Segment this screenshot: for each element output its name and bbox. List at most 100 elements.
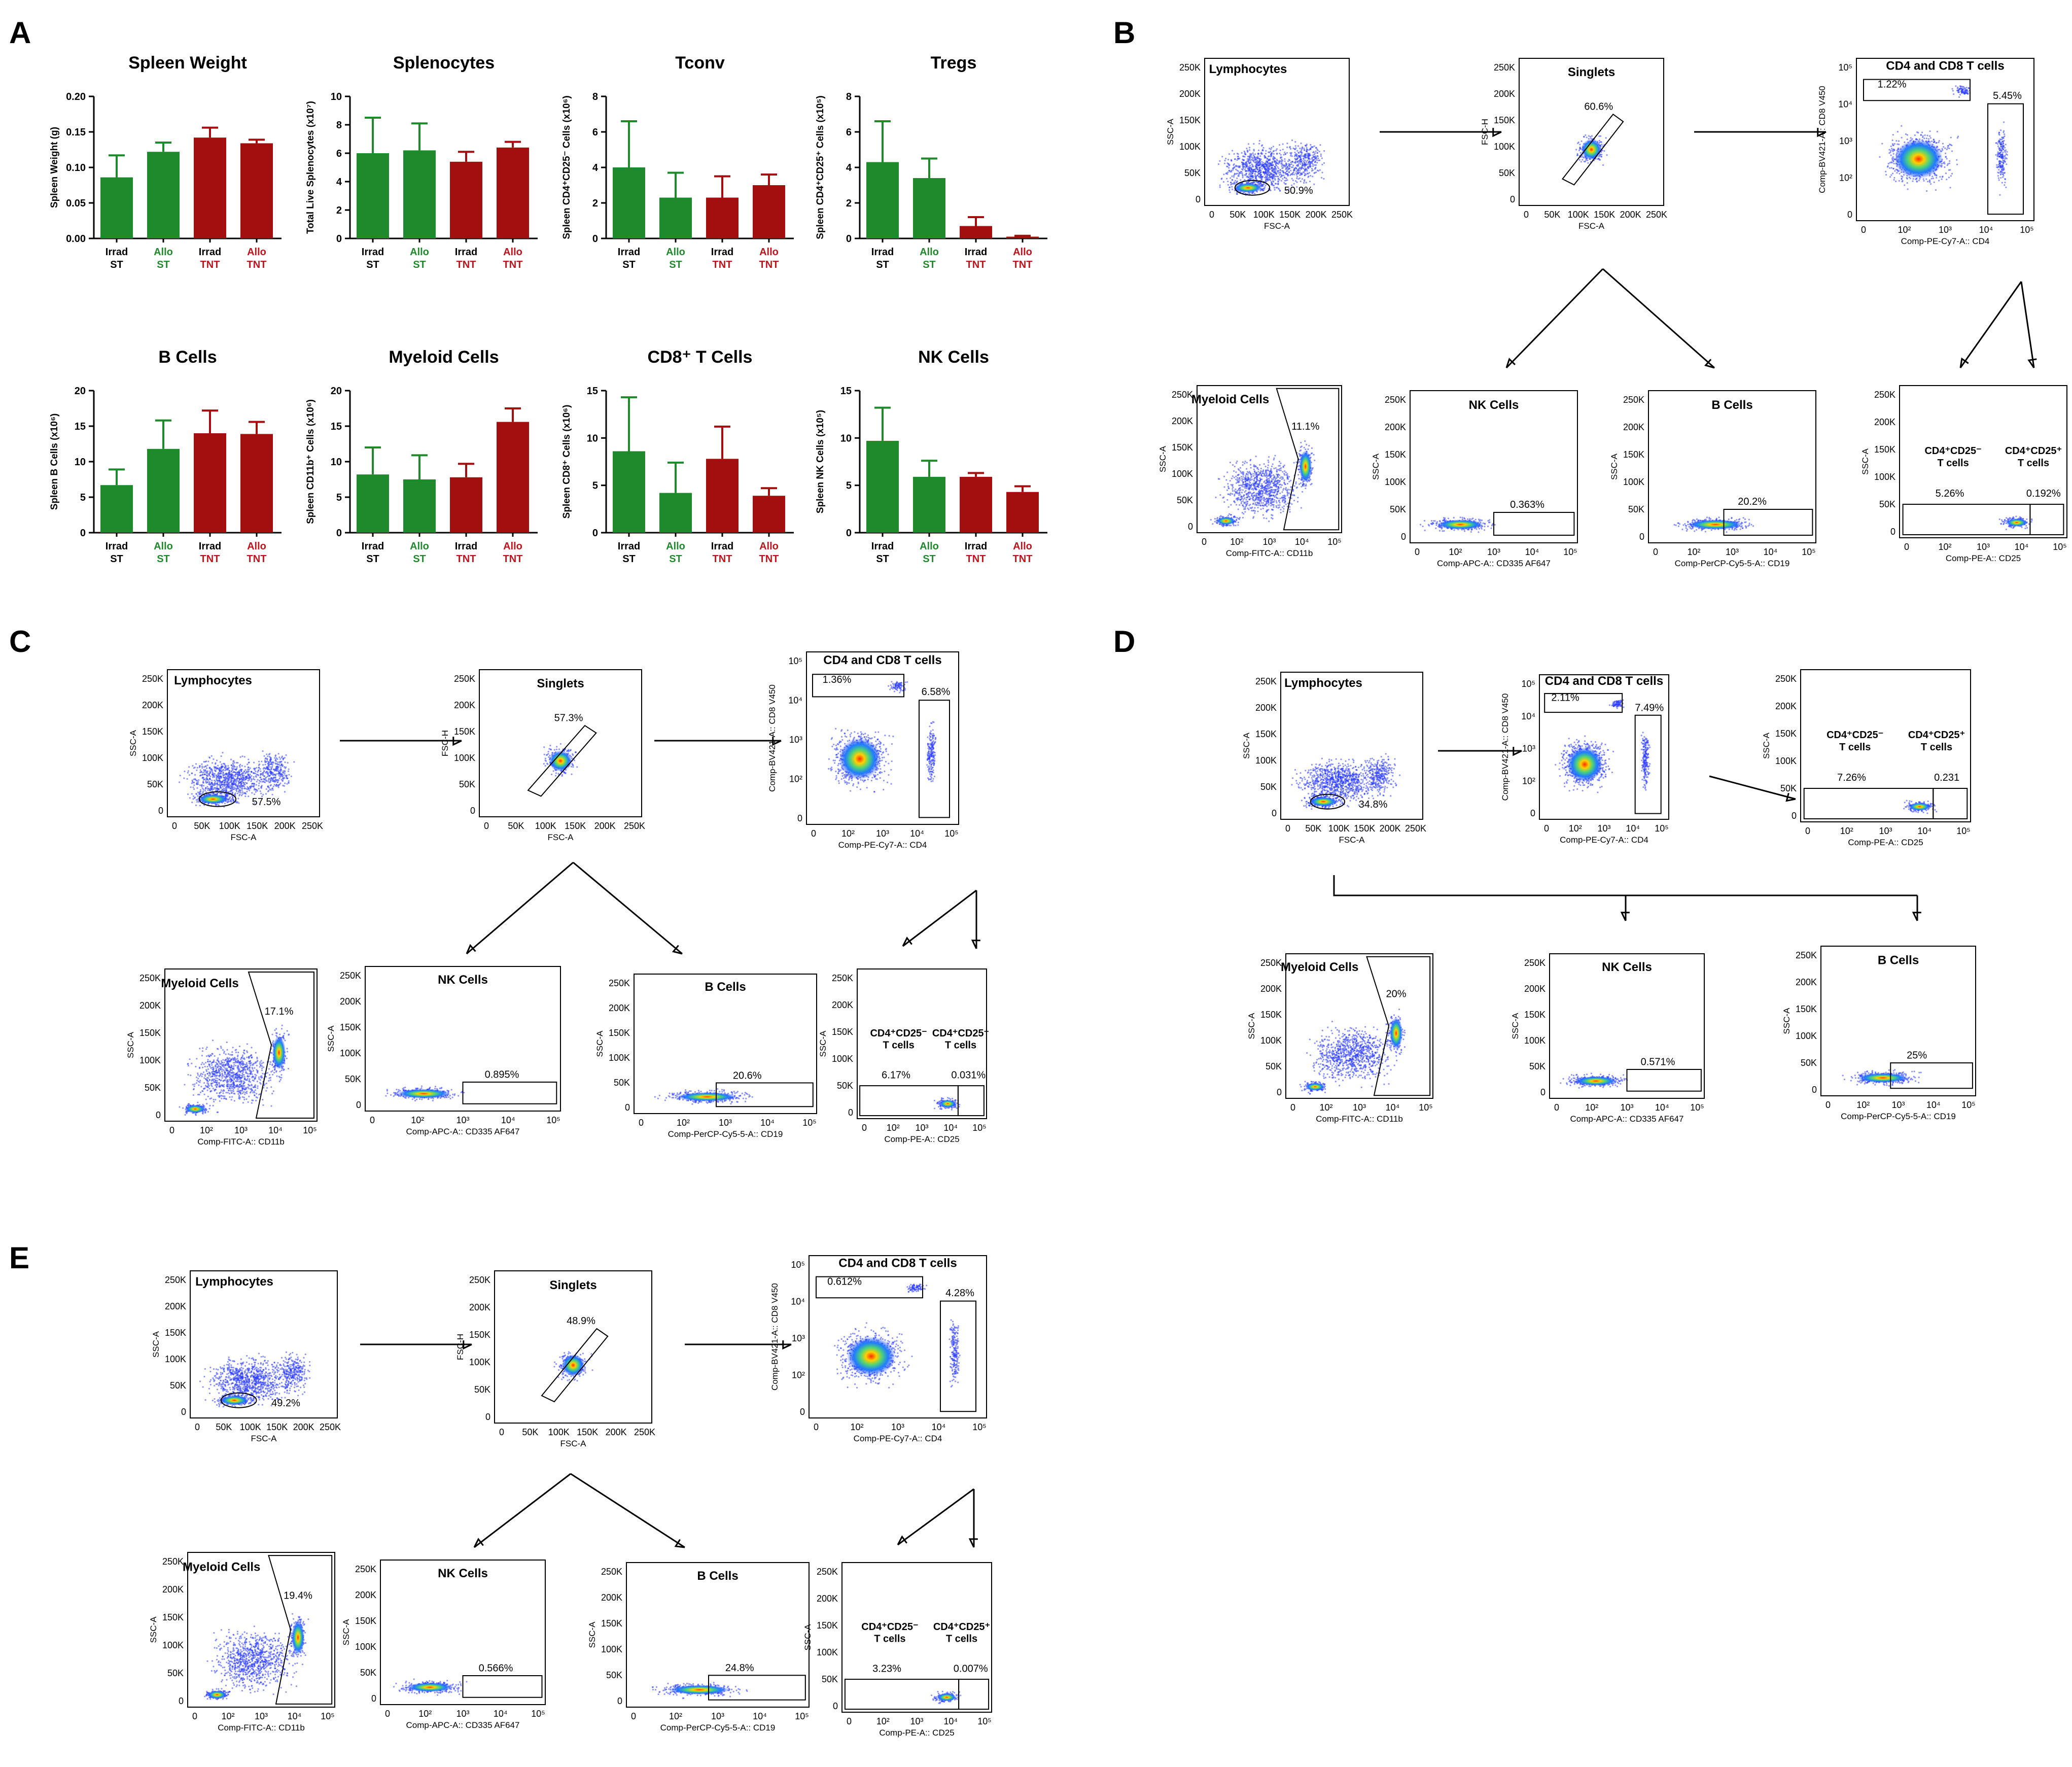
event-dot bbox=[1239, 479, 1241, 481]
event-dot bbox=[1436, 521, 1438, 523]
event-dot bbox=[1287, 477, 1289, 479]
event-dot bbox=[1304, 169, 1306, 171]
event-dot bbox=[1298, 477, 1300, 480]
event-dot bbox=[2004, 182, 2006, 184]
event-dot bbox=[1728, 518, 1730, 521]
event-dot bbox=[1248, 172, 1250, 174]
event-dot bbox=[1279, 160, 1281, 163]
event-dot bbox=[1292, 166, 1294, 168]
event-dot bbox=[1300, 168, 1303, 170]
event-dot bbox=[1252, 517, 1254, 519]
event-dot bbox=[1276, 493, 1278, 496]
event-dot bbox=[1273, 476, 1275, 478]
x-tick-label: TNT bbox=[200, 553, 220, 565]
event-dot bbox=[1233, 164, 1235, 166]
event-dot bbox=[1233, 181, 1235, 183]
event-dot bbox=[1262, 189, 1264, 191]
event-dot bbox=[1315, 150, 1317, 152]
event-dot bbox=[1306, 143, 1308, 146]
event-dot bbox=[1917, 131, 1919, 134]
density-core bbox=[1688, 519, 1743, 530]
event-dot bbox=[1249, 496, 1251, 498]
event-dot bbox=[1243, 163, 1245, 165]
x-tick-label: Irrad bbox=[965, 247, 987, 258]
event-dot bbox=[1912, 180, 1914, 182]
event-dot bbox=[1301, 178, 1304, 180]
event-dot bbox=[1265, 184, 1267, 186]
density-core bbox=[1437, 519, 1484, 530]
event-dot bbox=[1245, 163, 1247, 165]
event-dot bbox=[1282, 510, 1284, 512]
event-dot bbox=[1295, 161, 1297, 163]
event-dot bbox=[1257, 161, 1259, 163]
event-dot bbox=[1237, 155, 1239, 157]
bar bbox=[866, 440, 899, 533]
event-dot bbox=[1262, 514, 1264, 516]
bar bbox=[403, 150, 436, 238]
x-tick-label: ST bbox=[622, 259, 636, 270]
event-dot bbox=[1273, 150, 1275, 152]
event-dot bbox=[1998, 155, 2000, 157]
event-dot bbox=[1243, 494, 1245, 496]
y-tick-label: 0 bbox=[846, 528, 852, 539]
x-tick-label: TNT bbox=[713, 553, 732, 565]
event-dot bbox=[1306, 147, 1308, 149]
event-dot bbox=[1242, 169, 1244, 171]
event-dot bbox=[1304, 440, 1306, 442]
event-dot bbox=[1603, 150, 1605, 152]
x-tick-label: Allo bbox=[410, 247, 429, 258]
event-dot bbox=[1276, 469, 1278, 471]
event-dot bbox=[1256, 499, 1259, 501]
event-dot bbox=[1246, 468, 1248, 470]
event-dot bbox=[1249, 503, 1251, 506]
event-dot bbox=[1933, 181, 1935, 183]
event-dot bbox=[1263, 517, 1265, 519]
event-dot bbox=[1260, 175, 1262, 177]
event-dot bbox=[1260, 490, 1262, 492]
event-dot bbox=[1300, 163, 1302, 165]
event-dot bbox=[1887, 165, 1889, 167]
event-dot bbox=[1258, 504, 1260, 506]
event-dot bbox=[1261, 485, 1263, 487]
x-tick-label: 0 bbox=[1861, 225, 1866, 235]
event-dot bbox=[1263, 165, 1265, 167]
event-dot bbox=[1273, 506, 1275, 508]
event-dot bbox=[1260, 493, 1262, 495]
event-dot bbox=[1247, 179, 1249, 181]
event-dot bbox=[1245, 174, 1247, 176]
event-dot bbox=[1275, 150, 1277, 152]
event-dot bbox=[1317, 155, 1319, 157]
event-dot bbox=[1268, 456, 1270, 458]
event-dot bbox=[1259, 169, 1261, 171]
event-dot bbox=[1291, 155, 1293, 157]
event-dot bbox=[1965, 87, 1968, 89]
event-dot bbox=[1257, 506, 1259, 509]
event-dot bbox=[1241, 152, 1243, 154]
event-dot bbox=[1278, 500, 1280, 502]
event-dot bbox=[1893, 179, 1895, 181]
event-dot bbox=[1305, 182, 1307, 184]
event-dot bbox=[1453, 516, 1455, 519]
event-dot bbox=[1945, 172, 1947, 175]
gate-percent: 20.2% bbox=[1738, 496, 1767, 507]
event-dot bbox=[1223, 501, 1225, 503]
event-dot bbox=[1231, 170, 1233, 172]
x-tick-label: TNT bbox=[456, 259, 476, 270]
event-dot bbox=[1276, 477, 1278, 479]
x-tick-label: Irrad bbox=[199, 541, 221, 552]
y-tick-label: 10 bbox=[840, 433, 852, 444]
event-dot bbox=[1293, 485, 1295, 487]
y-tick-label: 20 bbox=[331, 386, 342, 397]
event-dot bbox=[1256, 179, 1258, 181]
event-dot bbox=[1263, 174, 1266, 176]
event-dot bbox=[1282, 477, 1284, 479]
event-dot bbox=[1575, 149, 1577, 151]
y-tick-label: 0 bbox=[1847, 210, 1852, 220]
event-dot bbox=[1286, 170, 1288, 172]
event-dot bbox=[1282, 160, 1284, 162]
event-dot bbox=[1232, 183, 1234, 185]
event-dot bbox=[1285, 165, 1287, 167]
x-tick-label: Irrad bbox=[362, 247, 384, 258]
event-dot bbox=[1271, 508, 1273, 510]
y-tick-label: 10 bbox=[75, 457, 86, 468]
